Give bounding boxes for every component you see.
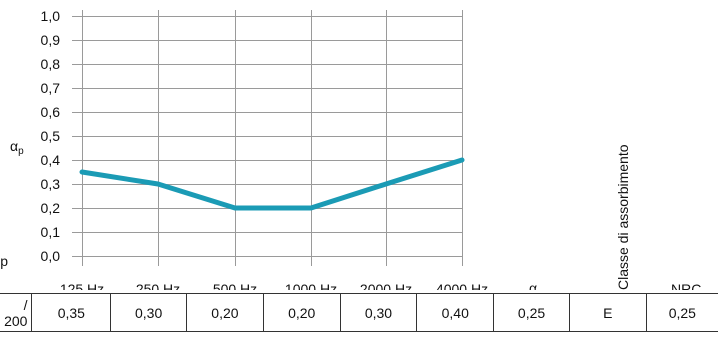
- y-tick-label: 0,0: [41, 248, 61, 264]
- absorption-chart: 0,0 0,1 0,2 0,3 0,4 0,5 0,6 0,7 0,8 0,9 1,0 125 Hz…: [10, 8, 701, 290]
- y-tick-label: 1,0: [41, 8, 61, 24]
- chart-grid: [72, 10, 463, 266]
- series-line: [79, 157, 465, 211]
- table-cell: 0,20: [186, 293, 264, 332]
- table-cell: 0,30: [339, 293, 417, 332]
- y-tick-label: 0,1: [41, 224, 61, 240]
- y-axis-label-sub: p: [18, 146, 24, 157]
- table-cell: 0,40: [416, 293, 494, 332]
- table-cell: 0,35: [31, 293, 111, 332]
- y-tick-label: 0,4: [41, 152, 61, 168]
- x-tick-label: 500 Hz: [213, 281, 257, 290]
- x-tick-label: 250 Hz: [136, 281, 180, 290]
- table-cell: 0,20: [262, 293, 341, 332]
- y-tick-label: 0,7: [41, 80, 61, 96]
- absorption-class-header: Classe di assorbimento: [615, 144, 631, 290]
- y-tick-label: 0,5: [41, 128, 61, 144]
- table-cell: E: [568, 293, 647, 332]
- y-tick-label: 0,3: [41, 176, 61, 192]
- values-table: / 200 0,35 0,30 0,20 0,20 0,30 0,40 0,25…: [0, 293, 718, 332]
- alpha-w-header: αw: [529, 280, 545, 290]
- y-axis-label: αp: [10, 138, 24, 157]
- y-tick-label: 0,2: [41, 200, 61, 216]
- x-tick-label: 125 Hz: [60, 281, 104, 290]
- y-tick-labels: 0,0 0,1 0,2 0,3 0,4 0,5 0,6 0,7 0,8 0,9 1,0: [41, 8, 61, 264]
- x-tick-label: 2000 Hz: [360, 281, 412, 290]
- x-tick-labels: 125 Hz 250 Hz 500 Hz 1000 Hz 2000 Hz 4000 Hz: [60, 281, 488, 290]
- table-cell: 0,25: [493, 293, 570, 332]
- y-tick-label: 0,6: [41, 104, 61, 120]
- nrc-header: NRC: [671, 281, 701, 290]
- table-cell: 0,25: [645, 293, 718, 332]
- left-edge-marker: p: [0, 253, 8, 269]
- table-row-label: / 200: [0, 293, 32, 332]
- table-row: / 200 0,35 0,30 0,20 0,20 0,30 0,40 0,25…: [0, 293, 718, 332]
- y-tick-label: 0,8: [41, 56, 61, 72]
- table-cell: 0,30: [110, 293, 187, 332]
- x-tick-label: 4000 Hz: [436, 281, 488, 290]
- y-tick-label: 0,9: [41, 32, 61, 48]
- x-tick-label: 1000 Hz: [285, 281, 337, 290]
